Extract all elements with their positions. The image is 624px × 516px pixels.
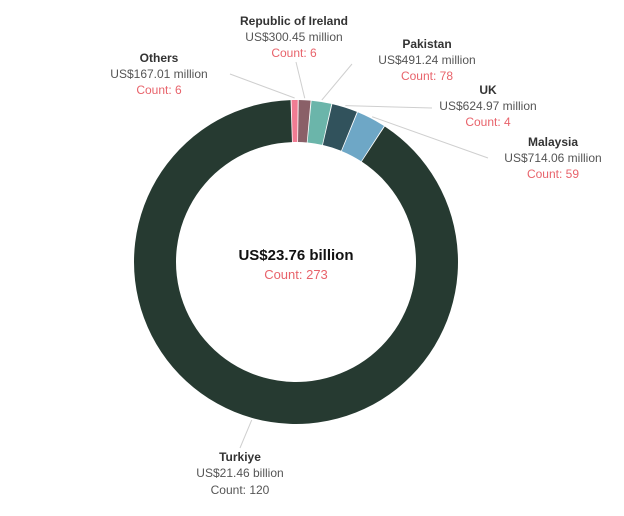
slice-count: Count: 4	[465, 115, 511, 129]
slice-value: US$491.24 million	[378, 53, 475, 67]
slice-count: Count: 78	[401, 69, 453, 83]
slice-name: Pakistan	[402, 37, 451, 51]
slice-name: Malaysia	[528, 135, 578, 149]
slice-count: Count: 6	[271, 46, 317, 60]
slice-name: Turkiye	[219, 450, 261, 464]
slice-pakistan	[307, 100, 332, 145]
leader-line	[229, 73, 295, 99]
leader-line	[371, 116, 489, 159]
label-republic-of-ireland: Republic of Ireland US$300.45 million Co…	[240, 14, 348, 60]
leader-lines	[229, 61, 489, 449]
slice-name: UK	[479, 83, 497, 97]
label-malaysia: Malaysia US$714.06 million Count: 59	[504, 135, 601, 181]
leader-line	[295, 61, 306, 99]
slice-value: US$714.06 million	[504, 151, 601, 165]
leader-line	[345, 105, 433, 109]
slice-value: US$21.46 billion	[196, 466, 283, 480]
label-others: Others US$167.01 million Count: 6	[110, 51, 207, 97]
center-count-label: Count: 273	[264, 267, 328, 282]
slice-malaysia	[341, 112, 384, 162]
slice-uk	[322, 104, 357, 151]
slice-others	[291, 100, 298, 143]
label-uk: UK US$624.97 million Count: 4	[439, 83, 536, 129]
donut-slices	[134, 100, 459, 425]
slice-count: Count: 6	[136, 83, 182, 97]
slice-value: US$167.01 million	[110, 67, 207, 81]
slice-count: Count: 59	[527, 167, 579, 181]
slice-count: Count: 120	[211, 483, 270, 497]
label-turkiye: Turkiye US$21.46 billion Count: 120	[196, 450, 283, 497]
slice-value: US$624.97 million	[439, 99, 536, 113]
center-total-label: US$23.76 billion	[238, 247, 353, 264]
slice-republic-of-ireland	[298, 100, 311, 143]
leader-line	[239, 419, 253, 449]
slice-name: Others	[140, 51, 179, 65]
leader-line	[321, 63, 353, 101]
label-pakistan: Pakistan US$491.24 million Count: 78	[378, 37, 475, 83]
slice-value: US$300.45 million	[245, 30, 342, 44]
slice-name: Republic of Ireland	[240, 14, 348, 28]
